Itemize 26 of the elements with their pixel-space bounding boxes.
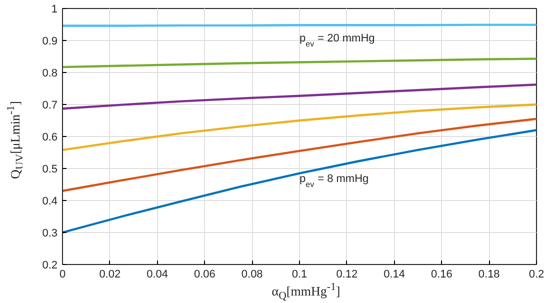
y-tick-label: 1 [51,4,58,16]
y-tick-label: 0.2 [42,260,58,272]
x-tick-label: 0.02 [99,268,121,280]
x-tick-label: 0.06 [194,268,216,280]
x-tick-label: 0.2 [528,268,544,280]
y-tick-label: 0.3 [42,228,58,240]
y-tick-label: 0.8 [42,68,58,80]
y-tick-label: 0.5 [42,164,58,176]
line-series [62,58,536,68]
x-tick-label: 0.08 [241,268,263,280]
x-tick-label: 0.16 [430,268,452,280]
x-tick-label: 0.04 [146,268,168,280]
x-tick-label: 0.14 [384,268,406,280]
line-series [62,84,536,110]
x-tick-label: 0.18 [478,268,500,280]
x-tick-label: 0.1 [292,268,308,280]
line-series [62,103,536,152]
x-tick-label: 0.12 [336,268,358,280]
x-tick-label: 0 [59,268,66,280]
line-series [62,129,536,234]
y-tick-label: 0.6 [42,132,58,144]
line-series [62,118,536,192]
y-tick-label: 0.7 [42,100,58,112]
x-axis-title: α$_{Q}$[mmHg$^{-1}$] [270,280,342,303]
y-tick-label: 0.4 [42,196,58,208]
y-tick-label: 0.9 [42,36,58,48]
